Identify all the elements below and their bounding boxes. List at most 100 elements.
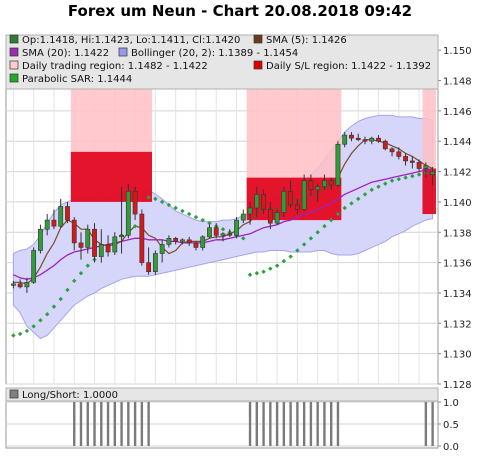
psar-dot-34 (241, 236, 246, 241)
candle-body-44 (308, 180, 314, 191)
psar-dot-9 (72, 278, 77, 284)
candle-body-9 (71, 219, 77, 244)
candle-body-23 (166, 238, 172, 245)
longshort-legend-box (5, 387, 439, 402)
psar-dot-29 (207, 220, 212, 226)
psar-dot-8 (65, 287, 70, 293)
candle-body-53 (369, 137, 375, 142)
psar-dot-2 (24, 328, 30, 334)
ls-bar-47 (329, 402, 333, 446)
legend-label-5: Daily S/L region: 1.1422 - 1.1392 (266, 61, 431, 72)
psar-dot-55 (383, 181, 388, 186)
ls-bar-42 (296, 402, 299, 446)
psar-dot-26 (186, 211, 192, 217)
longshort-y-ticks: 0.0 0.5 1.0 (438, 398, 459, 453)
psar-dot-58 (403, 175, 408, 180)
ls-bar-12 (93, 402, 96, 446)
sl-region-2 (422, 168, 436, 215)
psar-dot-4 (38, 318, 43, 323)
candle-body-4 (38, 228, 43, 251)
legend-swatch-4 (9, 60, 19, 70)
ls-bar-37 (262, 402, 265, 446)
longshort-legend: Long/Short: 1.0000 (9, 389, 118, 401)
candle-body-39 (274, 212, 280, 224)
candle-body-50 (349, 134, 354, 139)
legend-swatch-1 (253, 34, 263, 44)
candle-body-58 (403, 156, 408, 162)
psar-dot-24 (173, 205, 178, 211)
psar-dot-59 (410, 173, 415, 179)
ls-bar-17 (127, 402, 130, 446)
ls-legend-swatch (9, 389, 19, 399)
ls-bar-62 (431, 402, 434, 446)
legend-swatch-0 (9, 34, 19, 44)
candle-body-5 (44, 219, 50, 230)
legend-box (5, 34, 439, 90)
psar-dot-53 (369, 187, 374, 192)
psar-dot-35 (247, 272, 253, 277)
candle-body-46 (322, 180, 327, 188)
ls-tick-label-0: 0.0 (443, 442, 459, 453)
candle-body-25 (180, 239, 185, 242)
legend: Op:1.1418, Hi:1.1423, Lo:1.1411, Cl:1.14… (9, 34, 431, 85)
psar-dot-7 (58, 296, 63, 302)
psar-dot-0 (11, 333, 16, 338)
longshort-bars (73, 402, 434, 446)
y-tick-label-1: 1.130 (443, 350, 472, 361)
candle-body-16 (119, 234, 124, 238)
candle-body-32 (227, 233, 233, 236)
candle-body-60 (416, 162, 422, 169)
y-tick-label-3: 1.134 (443, 289, 472, 300)
ls-bar-13 (100, 402, 103, 446)
psar-dot-56 (389, 178, 395, 183)
psar-dot-36 (254, 271, 260, 276)
candle-body-37 (261, 194, 266, 210)
candle-body-62 (430, 171, 436, 175)
ls-bar-48 (336, 402, 340, 446)
candle-body-12 (92, 228, 97, 257)
ls-tick-label-1: 0.5 (443, 420, 459, 431)
psar-dot-3 (31, 324, 36, 329)
y-tick-label-5: 1.138 (443, 228, 472, 239)
candle-body-17 (125, 190, 131, 236)
psar-dot-23 (166, 202, 172, 208)
ls-bar-36 (255, 402, 259, 446)
psar-dot-25 (180, 208, 185, 214)
candle-body-36 (254, 194, 260, 209)
ls-bar-10 (79, 402, 83, 446)
ls-bar-43 (302, 402, 306, 446)
legend-label-3: Bollinger (20, 2): 1.1389 - 1.1454 (131, 48, 298, 59)
legend-label-0: Op:1.1418, Hi:1.1423, Lo:1.1411, Cl:1.14… (22, 35, 240, 46)
legend-swatch-2 (9, 47, 19, 57)
candle-body-20 (146, 262, 152, 273)
parabolic-sar (11, 169, 435, 338)
legend-label-2: SMA (20): 1.1422 (22, 48, 109, 59)
psar-dot-44 (308, 236, 314, 241)
candle-body-3 (31, 250, 37, 283)
psar-dot-51 (356, 196, 361, 202)
ls-legend-label: Long/Short: 1.0000 (22, 390, 118, 401)
psar-dot-48 (335, 211, 341, 217)
ls-bar-40 (282, 402, 286, 446)
psar-dot-57 (396, 176, 402, 182)
ls-bar-11 (86, 402, 89, 446)
candle-body-19 (139, 213, 145, 263)
candle-body-22 (159, 244, 165, 254)
psar-dot-41 (288, 254, 293, 259)
psar-dot-43 (301, 242, 307, 247)
psar-dot-28 (200, 217, 205, 223)
candle-body-2 (24, 282, 30, 288)
psar-dot-31 (220, 227, 226, 232)
psar-dot-50 (349, 201, 354, 206)
candle-body-61 (423, 165, 429, 169)
candle-body-47 (328, 180, 334, 186)
candle-body-59 (409, 160, 415, 163)
candle-body-14 (105, 244, 111, 253)
psar-dot-22 (159, 199, 165, 205)
candle-body-0 (10, 283, 16, 286)
ls-tick-label-2: 1.0 (443, 398, 459, 409)
psar-dot-60 (416, 172, 422, 177)
y-tick-label-6: 1.140 (443, 198, 472, 209)
candle-body-43 (301, 180, 307, 210)
